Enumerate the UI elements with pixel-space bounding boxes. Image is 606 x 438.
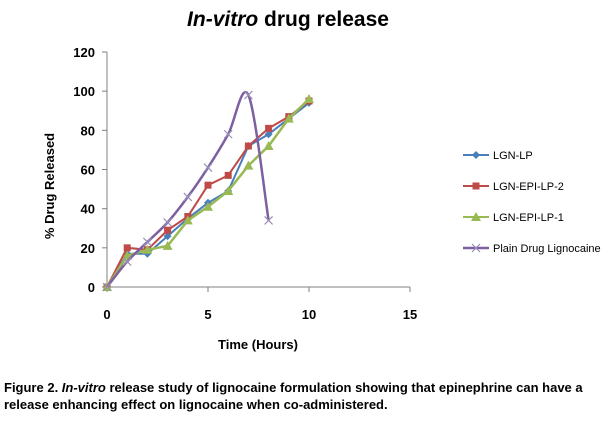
x-tick-label: 10 — [302, 307, 316, 322]
data-point — [264, 130, 273, 139]
y-tick-label: 0 — [88, 280, 95, 295]
data-point — [243, 90, 253, 100]
series-plain-drug-lignocaine — [102, 90, 274, 292]
data-point — [223, 129, 233, 139]
legend-label: LGN-LP — [493, 150, 533, 162]
series-lgn-epi-lp-1 — [102, 94, 314, 291]
x-tick-label: 0 — [103, 307, 110, 322]
data-point — [162, 240, 173, 250]
legend-label: Plain Drug Lignocaine — [493, 243, 601, 255]
legend-entry-lgn-epi-lp-1: LGN-EPI-LP-1 — [463, 212, 564, 224]
x-tick-label: 5 — [204, 307, 211, 322]
caption-lead: Figure 2. — [4, 380, 62, 395]
series-layer — [102, 90, 314, 292]
axes: 0 20 40 60 80 100 120 0 5 10 15 — [73, 45, 417, 322]
data-point — [122, 257, 132, 266]
series-line — [106, 100, 310, 288]
chart: In-vitro drug release 0 20 40 60 80 100 120 0 5 1… — [42, 8, 601, 352]
legend-marker — [472, 151, 480, 159]
data-point — [223, 186, 234, 196]
legend-entry-plain-drug-lignocaine: Plain Drug Lignocaine — [463, 243, 601, 255]
data-point — [163, 232, 172, 241]
y-tick-label: 80 — [81, 123, 95, 138]
series-lgn-epi-lp-2 — [103, 97, 313, 291]
caption-italic: In-vitro — [61, 380, 106, 395]
caption-rest: release study of lignocaine formulation … — [4, 380, 583, 412]
legend-marker — [472, 182, 480, 190]
chart-title: In-vitro drug release — [187, 8, 389, 31]
data-point — [304, 94, 314, 103]
y-tick-label: 20 — [81, 241, 95, 256]
data-point — [244, 142, 252, 150]
data-point — [264, 215, 274, 225]
data-point — [204, 181, 212, 189]
data-point — [142, 237, 152, 247]
legend-entry-lgn-lp: LGN-LP — [463, 150, 533, 162]
y-tick-label: 60 — [81, 163, 95, 178]
legend-entry-lgn-epi-lp-2: LGN-EPI-LP-2 — [463, 181, 564, 193]
data-point — [142, 244, 153, 254]
data-point — [265, 124, 273, 132]
legend-label: LGN-EPI-LP-2 — [493, 181, 564, 193]
legend-label: LGN-EPI-LP-1 — [493, 212, 564, 224]
legend: LGN-LP LGN-EPI-LP-2 LGN-EPI-LP-1 Plain Drug… — [463, 150, 601, 255]
data-point — [243, 160, 254, 170]
data-point — [224, 171, 232, 179]
y-tick-label: 100 — [73, 84, 95, 99]
y-tick-label: 120 — [73, 45, 95, 60]
y-axis-label: % Drug Released — [42, 133, 57, 239]
legend-marker — [471, 212, 481, 221]
data-point — [164, 226, 172, 234]
chart-title-italic: In-vitro — [187, 8, 258, 31]
data-point — [102, 282, 112, 292]
data-point — [283, 113, 294, 123]
data-point — [263, 141, 274, 150]
x-axis-label: Time (Hours) — [218, 337, 298, 352]
data-point — [203, 163, 213, 172]
data-point — [163, 217, 173, 227]
data-point — [182, 215, 193, 225]
data-point — [123, 244, 131, 252]
data-point — [203, 201, 213, 211]
legend-marker — [471, 243, 481, 253]
x-tick-label: 15 — [403, 307, 417, 322]
figure-caption: Figure 2. In-vitro release study of lign… — [4, 379, 604, 413]
y-tick-label: 40 — [81, 202, 95, 217]
chart-title-rest: drug release — [258, 8, 389, 31]
data-point — [183, 192, 193, 202]
